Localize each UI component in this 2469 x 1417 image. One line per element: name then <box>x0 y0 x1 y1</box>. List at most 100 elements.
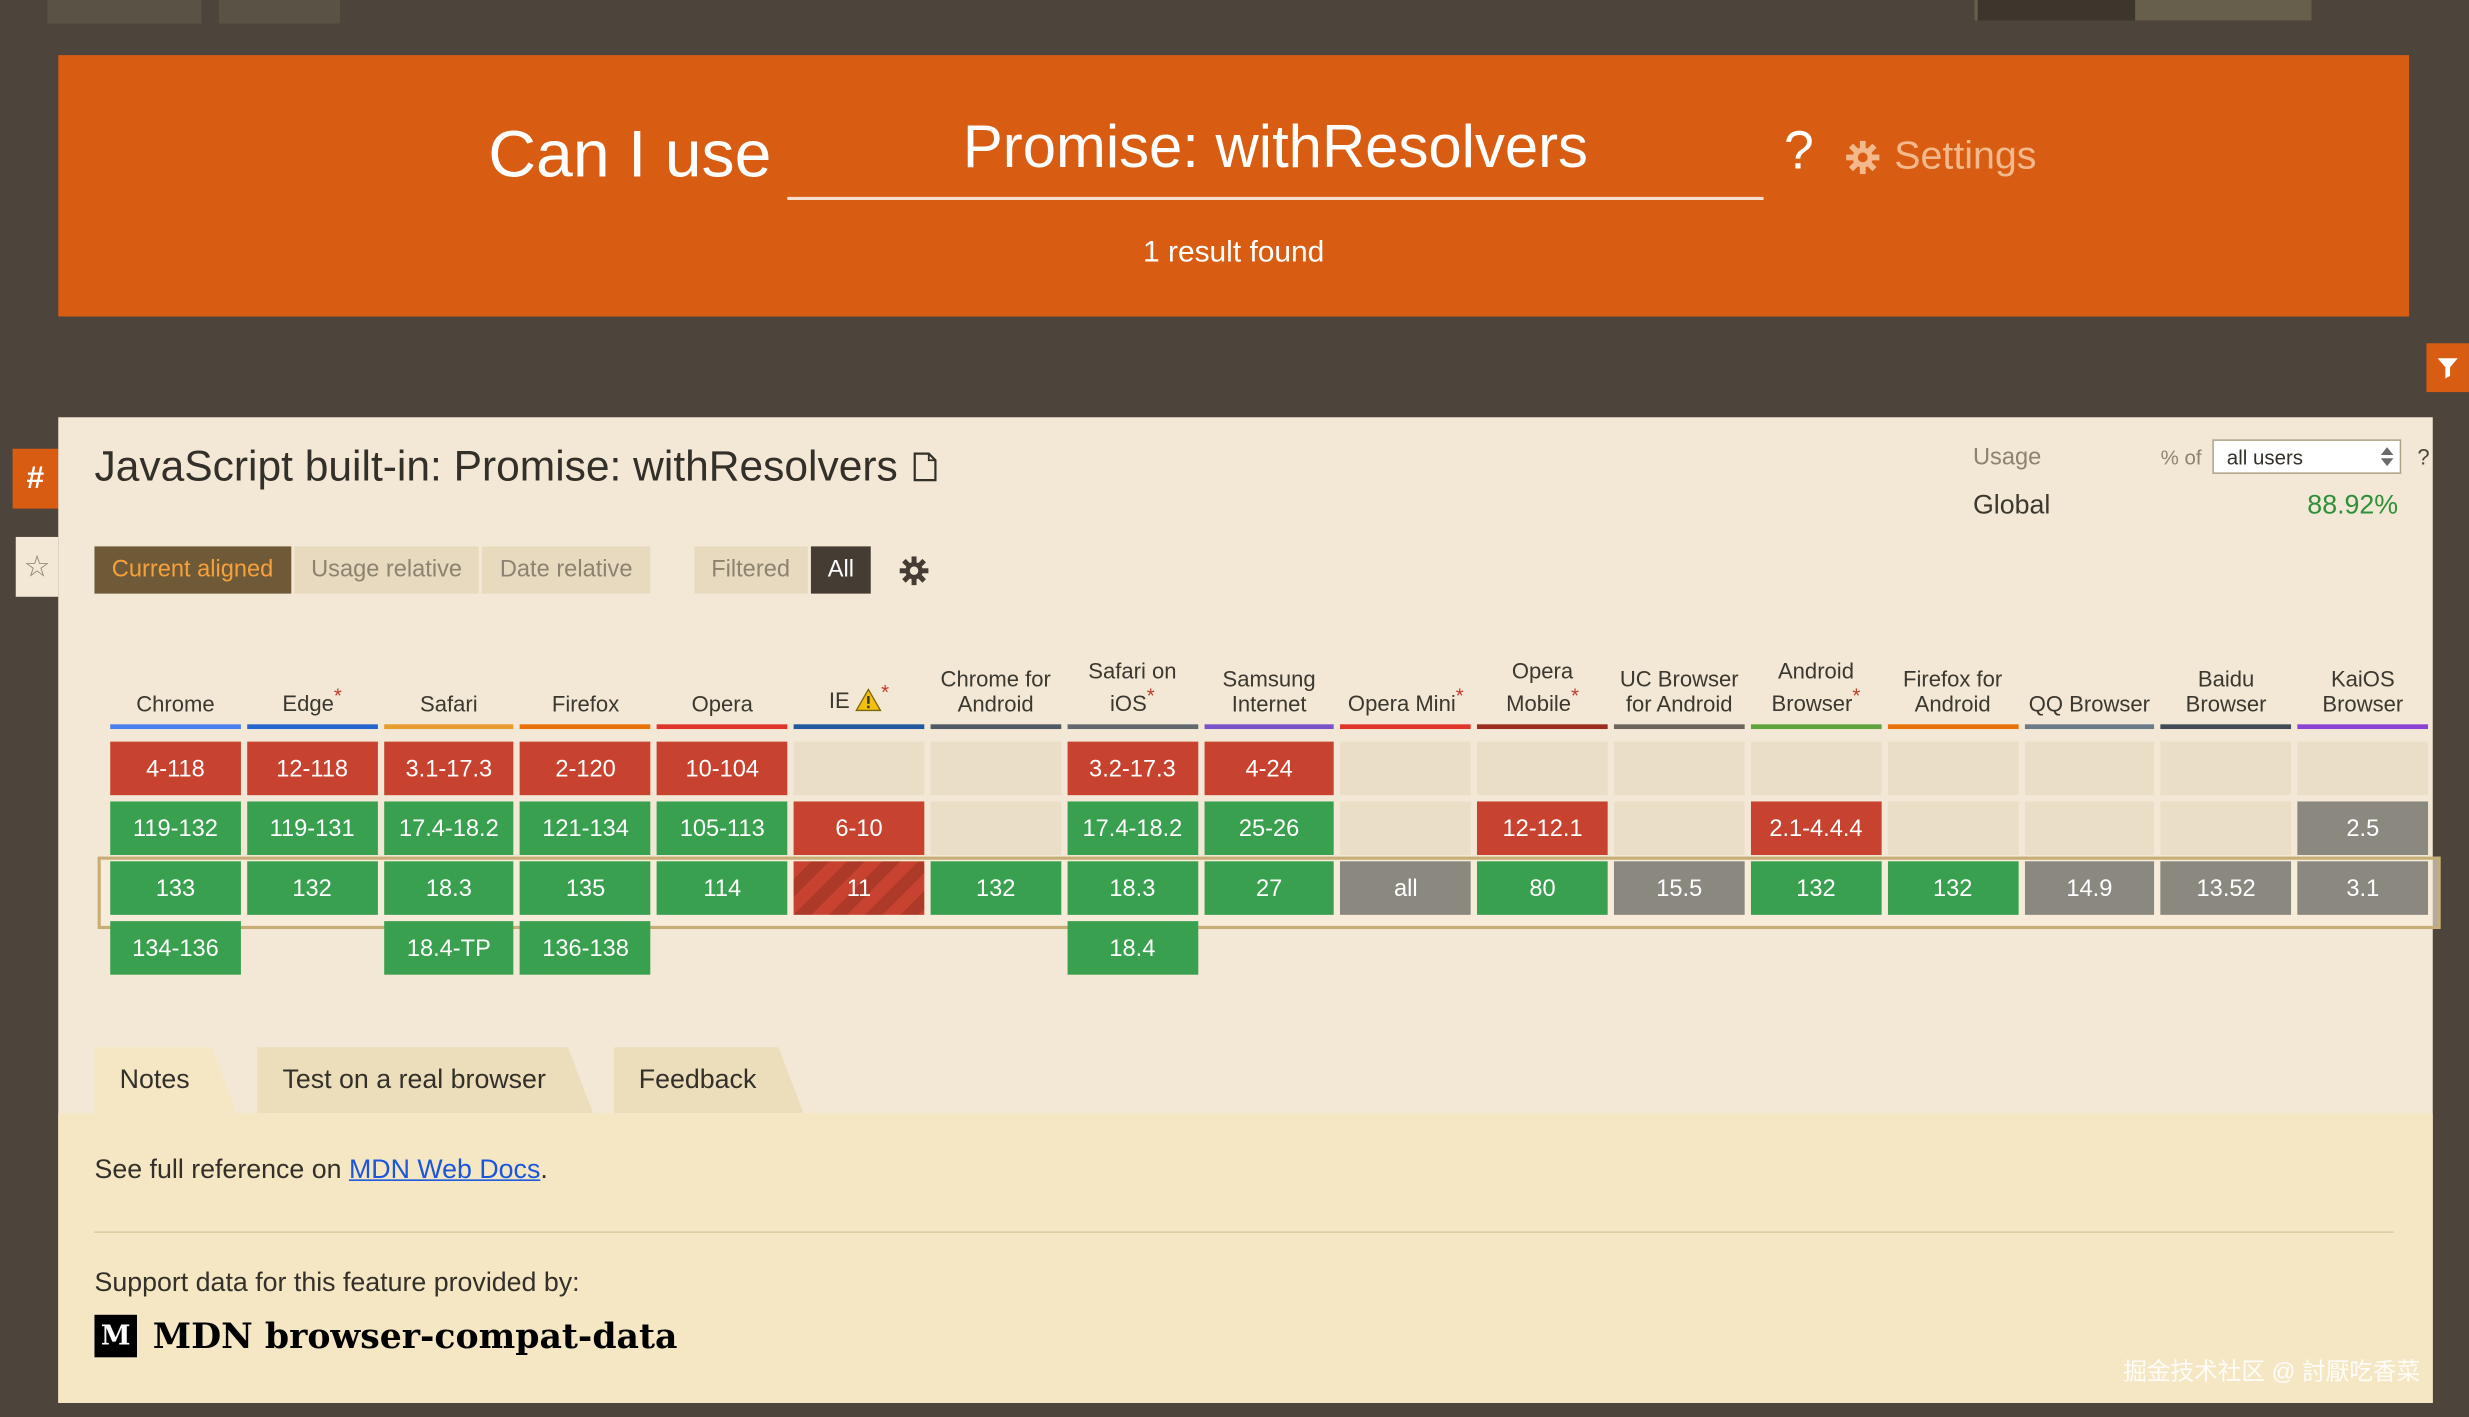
document-icon[interactable] <box>913 452 938 482</box>
support-cell[interactable]: all <box>1340 861 1472 915</box>
support-cell[interactable]: 2.5 <box>2297 801 2429 856</box>
support-cell <box>930 741 1061 796</box>
decorative-top-button <box>1977 0 2136 21</box>
support-cell[interactable]: 27 <box>1203 861 1335 915</box>
support-cell[interactable]: 3.2-17.3 <box>1067 741 1198 796</box>
support-cell[interactable]: 3.1-17.3 <box>383 741 515 796</box>
support-cell[interactable]: 136-138 <box>520 921 651 975</box>
browser-header-baidu-browser: Baidu Browser <box>2160 620 2292 730</box>
usage-select-value: all users <box>2226 444 2304 469</box>
support-cell[interactable]: 2.1-4.4.4 <box>1750 801 1882 856</box>
note-asterisk: * <box>1146 683 1155 708</box>
result-count: 1 result found <box>1143 236 1325 270</box>
support-cell[interactable]: 18.3 <box>383 861 515 915</box>
support-cell[interactable]: 132 <box>1750 861 1882 915</box>
tab-feedback[interactable]: Feedback <box>614 1047 804 1113</box>
support-cell[interactable]: 15.5 <box>1614 861 1745 915</box>
support-cell <box>1887 741 2018 796</box>
tab-test-on-a-real-browser[interactable]: Test on a real browser <box>257 1047 593 1113</box>
browser-column-safari-on-ios: Safari on iOS* 3.2-17.3 17.4-18.2 18.3 18.4 <box>1067 620 1198 975</box>
settings-button[interactable]: Settings <box>1845 134 2036 180</box>
feature-title: JavaScript built-in: Promise: withResolv… <box>94 442 2394 491</box>
usage-label: Usage <box>1972 443 2042 471</box>
support-cell <box>1750 741 1882 796</box>
tab-notes[interactable]: Notes <box>94 1047 236 1113</box>
usage-row: Usage % of all users ? <box>1973 439 2430 474</box>
support-cell[interactable]: 4-118 <box>110 741 241 796</box>
version-cells: 4-24 25-26 27 <box>1203 741 1335 975</box>
browser-column-firefox: Firefox 2-120 121-134 135 136-138 <box>520 620 651 975</box>
version-cells: 12-118 119-131 132 <box>246 741 378 975</box>
filtered-button[interactable]: Filtered <box>693 546 808 594</box>
browser-column-baidu-browser: Baidu Browser 13.52 <box>2160 620 2292 974</box>
support-cell[interactable]: 132 <box>246 861 378 915</box>
support-cell[interactable]: 3.1 <box>2297 861 2429 915</box>
support-cell[interactable]: 121-134 <box>520 801 651 856</box>
support-cell <box>1477 741 1608 796</box>
support-cell <box>2024 801 2155 856</box>
support-cell[interactable]: 114 <box>657 861 788 915</box>
usage-block: Usage % of all users ? Global 88.92% <box>1973 439 2430 521</box>
support-cell[interactable]: 11 <box>793 861 925 915</box>
feature-search-input[interactable] <box>787 99 1764 197</box>
support-cell[interactable]: 17.4-18.2 <box>383 801 515 856</box>
browser-header-ie: IE * <box>793 620 925 730</box>
support-cell[interactable]: 6-10 <box>793 801 925 856</box>
support-cell[interactable]: 132 <box>1887 861 2018 915</box>
support-cell <box>2160 741 2292 796</box>
support-cell[interactable]: 12-12.1 <box>1477 801 1608 856</box>
filter-button[interactable] <box>2426 343 2469 393</box>
support-cell[interactable]: 80 <box>1477 861 1608 915</box>
browser-header-qq-browser: QQ Browser <box>2024 620 2155 730</box>
browser-name: Android Browser* <box>1771 658 1861 717</box>
support-cell[interactable]: 119-131 <box>246 801 378 856</box>
browser-name: IE * <box>829 681 889 725</box>
feature-panel: JavaScript built-in: Promise: withResolv… <box>58 417 2441 1403</box>
view-button-date-relative[interactable]: Date relative <box>482 546 650 594</box>
browser-name: Samsung Internet <box>1222 666 1316 717</box>
support-cell[interactable]: 133 <box>110 861 241 915</box>
favorite-star-button[interactable]: ☆ <box>15 536 59 597</box>
support-cell[interactable]: 14.9 <box>2024 861 2155 915</box>
support-cell[interactable]: 13.52 <box>2160 861 2292 915</box>
global-label: Global <box>1972 489 2051 520</box>
support-cell[interactable]: 135 <box>520 861 651 915</box>
browser-name: Opera Mini* <box>1347 683 1464 717</box>
support-cell[interactable]: 105-113 <box>657 801 788 856</box>
support-cell[interactable]: 132 <box>930 861 1061 915</box>
usage-select[interactable]: all users <box>2212 439 2402 474</box>
browser-header-safari: Safari <box>383 620 515 730</box>
anchor-link-badge[interactable]: # <box>12 448 59 509</box>
note-asterisk: * <box>1571 683 1580 708</box>
usage-help-link[interactable]: ? <box>2417 444 2430 470</box>
support-cell[interactable]: 12-118 <box>246 741 378 796</box>
notes-divider <box>94 1231 2394 1233</box>
provider-name[interactable]: MDN browser-compat-data <box>152 1315 678 1357</box>
browser-column-opera: Opera 10-104 105-113 114 <box>657 620 788 974</box>
browser-header-firefox: Firefox <box>520 620 651 730</box>
support-cell[interactable]: 10-104 <box>657 741 788 796</box>
browser-header-android-browser: Android Browser* <box>1750 620 1882 730</box>
mdn-web-docs-link[interactable]: MDN Web Docs <box>348 1154 541 1185</box>
view-button-usage-relative[interactable]: Usage relative <box>293 546 480 594</box>
note-asterisk: * <box>1852 683 1861 708</box>
filter-all-button[interactable]: All <box>810 546 872 594</box>
settings-label: Settings <box>1894 133 2037 178</box>
support-cell[interactable]: 4-24 <box>1203 741 1335 796</box>
support-cell[interactable]: 134-136 <box>110 921 241 975</box>
version-cells: 2-120 121-134 135 136-138 <box>520 741 651 975</box>
support-cell[interactable]: 18.4 <box>1067 921 1198 975</box>
support-cell[interactable]: 18.4-TP <box>383 921 515 975</box>
support-cell[interactable]: 17.4-18.2 <box>1067 801 1198 856</box>
support-cell[interactable]: 119-132 <box>110 801 241 856</box>
view-button-current-aligned[interactable]: Current aligned <box>94 546 291 594</box>
search-help-link[interactable]: ? <box>1784 121 1814 182</box>
table-settings-button[interactable] <box>900 555 930 585</box>
support-cell <box>1340 801 1472 856</box>
support-cell[interactable]: 2-120 <box>520 741 651 796</box>
browser-column-edge: Edge* 12-118 119-131 132 <box>246 620 378 975</box>
support-cell[interactable]: 25-26 <box>1203 801 1335 856</box>
support-cell[interactable]: 18.3 <box>1067 861 1198 915</box>
browser-header-opera-mini: Opera Mini* <box>1340 620 1472 730</box>
